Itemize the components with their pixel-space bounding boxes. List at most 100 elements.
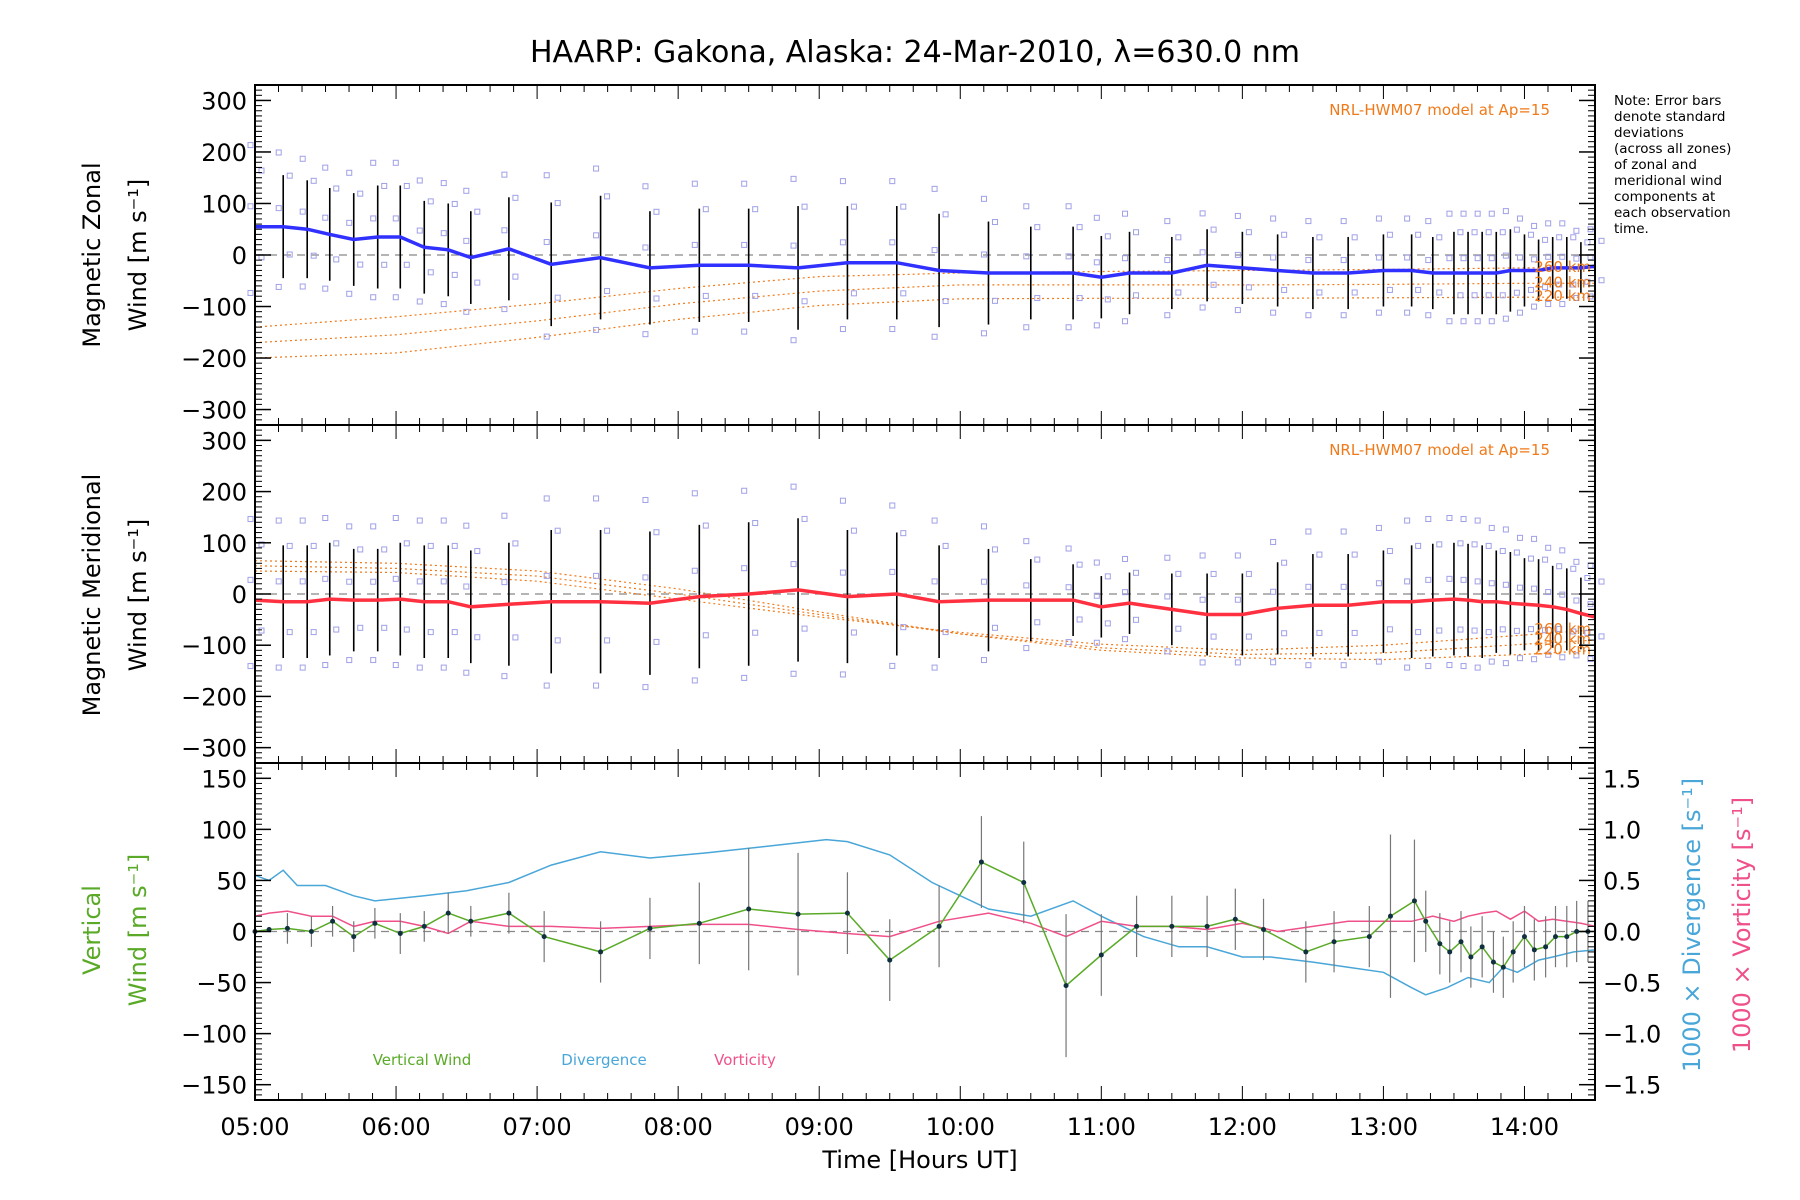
zonal-scatter-point [440,301,447,308]
meridional-ytick-label: 200 [201,479,247,507]
zonal-scatter-point [1175,289,1182,296]
zonal-scatter-point [392,294,399,301]
meridional-scatter-point [299,664,306,671]
zonal-scatter-point [1502,252,1509,259]
meridional-scatter-point [1375,524,1382,531]
meridional-scatter-point [604,527,611,534]
zonal-scatter-point [1316,234,1323,241]
zonal-scatter-point [286,251,293,258]
meridional-scatter-point [1065,639,1072,646]
zonal-scatter-point [1175,234,1182,241]
zonal-scatter-point [741,180,748,187]
vertical-right-ytick-label: 1.5 [1603,765,1641,793]
meridional-scatter-point [1199,596,1206,603]
zonal-scatter-point [839,239,846,246]
meridional-scatter-point [790,483,797,490]
zonal-scatter-point [1573,295,1580,302]
meridional-scatter-point [1531,535,1538,542]
meridional-scatter-point [593,572,600,579]
vertical-wind-point [506,910,512,916]
meridional-scatter-point [333,540,340,547]
x-tick-label: 11:00 [1067,1113,1136,1141]
zonal-scatter-point [1023,324,1030,331]
meridional-scatter-point [900,530,907,537]
meridional-scatter-point [1210,633,1217,640]
zonal-scatter-point [642,331,649,338]
zonal-model-260-km [254,267,1595,328]
meridional-scatter-point [427,629,434,636]
vertical-wind-point [330,918,336,924]
zonal-scatter-point [1425,312,1432,319]
zonal-scatter-point [889,326,896,333]
note-line: of zonal and [1614,157,1697,173]
meridional-scatter-point [381,624,388,631]
zonal-scatter-point [392,159,399,166]
zonal-scatter-point [1210,226,1217,233]
zonal-scatter-point [501,171,508,178]
meridional-scatter-point [275,664,282,671]
meridional-scatter-point [310,542,317,549]
zonal-scatter-point [1305,312,1312,319]
zonal-scatter-point [1556,234,1563,241]
zonal-scatter-point [839,326,846,333]
meridional-scatter-point [1270,538,1277,545]
zonal-scatter-point [1281,231,1288,238]
meridional-scatter-point [1023,538,1030,545]
vertical-wind-point [1447,949,1453,955]
meridional-scatter-point [1404,578,1411,585]
zonal-scatter-point [1545,220,1552,227]
x-tick-label: 12:00 [1208,1113,1277,1141]
zonal-scatter-point [1502,208,1509,215]
meridional-model-220-km [254,560,1596,661]
zonal-scatter-point [322,164,329,171]
zonal-scatter-point [1531,222,1538,229]
meridional-scatter-point [1556,563,1563,570]
meridional-altitude-label: 240 km [1534,630,1591,648]
zonal-scatter-point [357,261,364,268]
meridional-scatter-point [1587,655,1594,662]
zonal-scatter-point [299,283,306,290]
meridional-scatter-point [440,578,447,585]
meridional-scatter-point [839,671,846,678]
note-line: deviations [1614,125,1684,141]
vertical-wind-point [1479,944,1485,950]
zonal-scatter-point [1570,234,1577,241]
zonal-scatter-point [427,269,434,276]
meridional-scatter-point [1436,541,1443,548]
divergence-ylabel: 1000 × Divergence [s⁻¹] [1678,778,1706,1072]
zonal-scatter-point [1340,257,1347,264]
zonal-scatter-point [1516,309,1523,316]
zonal-scatter-point [1404,215,1411,222]
zonal-scatter-point [357,190,364,197]
meridional-scatter-point [463,522,470,529]
meridional-scatter-point [1542,627,1549,634]
meridional-scatter-point [1210,570,1217,577]
meridional-scatter-point [980,523,987,530]
meridional-scatter-point [275,517,282,524]
meridional-scatter-point [554,527,561,534]
meridional-scatter-point [1502,581,1509,588]
meridional-scatter-point [440,664,447,671]
zonal-scatter-point [1023,203,1030,210]
meridional-scatter-point [790,561,797,568]
x-tick-label: 08:00 [644,1113,713,1141]
zonal-scatter-point [801,203,808,210]
meridional-scatter-point [416,664,423,671]
bottom-panel [252,816,1596,1058]
meridional-scatter-point [1415,542,1422,549]
meridional-scatter-point [691,490,698,497]
zonal-scatter-point [1446,255,1453,262]
vertical-right-ytick-label: −0.5 [1603,970,1661,998]
zonal-scatter-point [501,306,508,313]
x-axis-label: Time [Hours UT] [821,1146,1017,1174]
meridional-scatter-point [392,575,399,582]
zonal-scatter-point [942,211,949,218]
meridional-scatter-point [1488,524,1495,531]
meridional-scatter-point [512,540,519,547]
meridional-scatter-point [1425,576,1432,583]
zonal-scatter-point [403,182,410,189]
meridional-scatter-point [1234,552,1241,559]
meridional-scatter-point [980,578,987,585]
vertical-wind-point [1458,939,1464,945]
